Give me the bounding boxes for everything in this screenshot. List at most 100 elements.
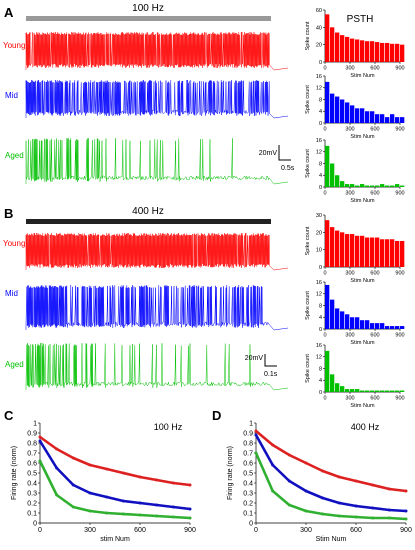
y-axis-label: Spike count (305, 354, 311, 383)
scalebar-b-voltage: 20mV (245, 355, 264, 362)
series-point-1 (387, 508, 391, 512)
bar (355, 108, 360, 123)
y-axis-label: Spike count (305, 226, 311, 255)
series-point-1 (171, 505, 175, 509)
trace-b-aged (25, 342, 289, 391)
y-tick-label: 0 (319, 390, 322, 396)
x-axis-label: Stim Num (350, 340, 375, 346)
bar (395, 326, 400, 329)
x-axis-label: stim Num (100, 536, 130, 543)
bar (345, 102, 350, 123)
bar (380, 239, 385, 267)
bar (390, 326, 395, 329)
series-point-0 (354, 479, 358, 483)
voltage-traces (25, 31, 289, 391)
series-point-2 (304, 509, 308, 513)
bar (355, 389, 360, 392)
bar (400, 390, 405, 392)
x-tick-label: 300 (345, 271, 354, 277)
chart-rate-C: 0 0.1 0.2 0.3 0.4 0.5 0.6 0.7 0.8 0.9 1 0 300 600 900 s… (11, 420, 196, 543)
y-tick-label: 0.9 (243, 430, 253, 437)
bar (330, 374, 335, 392)
bar (335, 230, 340, 267)
series-point-1 (38, 439, 42, 443)
bar (335, 383, 340, 392)
bar (340, 232, 345, 267)
bar (395, 241, 400, 267)
scalebar-a-voltage: 20mV (259, 150, 278, 157)
series-point-1 (304, 489, 308, 493)
y-tick-label: 0.1 (27, 510, 37, 517)
series-point-0 (337, 475, 341, 479)
y-tick-label: 0 (319, 121, 322, 127)
series-point-1 (354, 504, 358, 508)
bar (390, 185, 395, 187)
x-tick-label: 600 (370, 191, 379, 197)
x-tick-label: 600 (134, 527, 146, 534)
series-line-0 (39, 435, 191, 487)
bar (355, 39, 360, 62)
x-tick-label: 300 (345, 333, 354, 339)
y-tick-label: 4 (319, 315, 322, 321)
y-tick-label: 0.6 (243, 460, 253, 467)
series-point-1 (188, 507, 192, 511)
bar (345, 184, 350, 187)
series-point-2 (188, 516, 192, 520)
series-point-0 (71, 456, 75, 460)
x-tick-label: 600 (370, 396, 379, 402)
bar (360, 390, 365, 392)
x-tick-label: 300 (345, 396, 354, 402)
bar (400, 326, 405, 329)
bar (365, 185, 370, 187)
bar (385, 185, 390, 187)
bar (380, 390, 385, 392)
y-tick-label: 0.3 (243, 490, 253, 497)
panel-label-c: C (4, 408, 14, 423)
bar (330, 227, 335, 267)
bar (365, 237, 370, 267)
panel-label-d: D (212, 408, 221, 423)
series-point-2 (287, 503, 291, 507)
y-tick-label: 0.4 (243, 480, 253, 487)
y-tick-label: 20 (316, 43, 322, 49)
bar (400, 117, 405, 123)
panel-label-a: A (4, 5, 14, 20)
bar (360, 235, 365, 267)
y-axis-label: Spike count (305, 149, 311, 178)
x-axis-label: Stim Num (350, 134, 375, 140)
y-tick-label: 0 (319, 185, 322, 191)
psth-title: PSTH (347, 14, 374, 25)
series-point-2 (38, 459, 42, 463)
series-point-0 (38, 435, 42, 439)
bar (375, 390, 380, 392)
series-line-1 (254, 434, 407, 513)
bar (395, 184, 400, 187)
series-point-2 (105, 511, 109, 515)
bar (400, 185, 405, 187)
bar (400, 44, 405, 62)
bar (385, 326, 390, 329)
y-tick-label: 12 (316, 292, 322, 298)
series-point-2 (337, 514, 341, 518)
stim-bar-a (26, 16, 271, 21)
x-tick-label: 300 (84, 527, 96, 534)
y-tick-label: 20 (316, 230, 322, 236)
bar (345, 389, 350, 392)
trace-label-a-young: Young (3, 41, 25, 50)
trace-a-young (25, 31, 289, 71)
bar (375, 185, 380, 187)
panel-label-b: B (4, 206, 13, 221)
bar (365, 111, 370, 123)
bar (360, 108, 365, 123)
bar (340, 311, 345, 329)
y-tick-label: 8 (319, 366, 322, 372)
scalebar-b: 20mV 0.1s (245, 354, 278, 378)
y-tick-label: 0.3 (27, 490, 37, 497)
trace-b-mid (25, 284, 289, 331)
chart-psth-A-aged: 0 4 8 12 16 0 300 600 900 Stim Num Spike count (305, 138, 405, 204)
bar (380, 323, 385, 329)
x-tick-label: 900 (395, 396, 404, 402)
scalebar-a: 20mV 0.5s (259, 145, 295, 172)
x-tick-label: 300 (345, 66, 354, 72)
